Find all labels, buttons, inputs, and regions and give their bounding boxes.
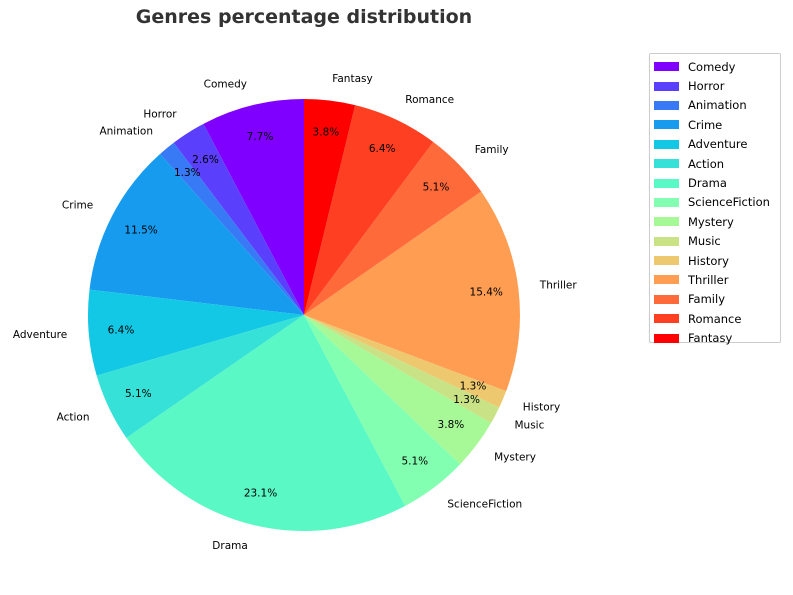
pct-label-romance: 6.4%: [369, 143, 396, 155]
legend-item-history: History: [654, 251, 780, 270]
pie-slice-thriller: [304, 191, 521, 392]
legend-label: Crime: [688, 117, 723, 132]
legend-label: History: [688, 253, 729, 268]
category-label-adventure: Adventure: [13, 329, 67, 341]
legend-swatch: [654, 81, 679, 91]
legend-item-crime: Crime: [654, 115, 780, 134]
category-label-crime: Crime: [62, 199, 93, 211]
pct-label-animation: 1.3%: [174, 167, 201, 179]
pie-slice-horror: [173, 123, 304, 315]
chart-title: Genres percentage distribution: [135, 6, 473, 28]
category-label-thriller: Thriller: [539, 280, 578, 292]
category-label-drama: Drama: [212, 540, 248, 552]
pie-category-labels: Comedy Horror Animation Crime Adventure Actio…: [13, 73, 578, 552]
legend-swatch: [654, 333, 679, 343]
pct-label-drama: 23.1%: [244, 487, 277, 499]
pct-label-sciencefiction: 5.1%: [401, 455, 428, 467]
legend-item-sciencefiction: ScienceFiction: [654, 193, 780, 212]
pie-slice-sciencefiction: [304, 315, 461, 506]
legend-swatch: [654, 120, 679, 130]
legend-label: Mystery: [688, 214, 734, 229]
pie-slice-action: [96, 315, 304, 438]
legend-item-animation: Animation: [654, 96, 780, 115]
pie-slice-history: [304, 315, 507, 408]
legend-swatch: [654, 100, 679, 110]
pct-label-crime: 11.5%: [124, 224, 157, 236]
legend-label: Romance: [688, 311, 742, 326]
legend-label: Thriller: [688, 272, 729, 287]
category-label-history: History: [523, 402, 560, 414]
legend-swatch: [654, 62, 679, 72]
pie-slice-music: [304, 315, 500, 423]
legend-label: Comedy: [688, 59, 736, 74]
pct-label-fantasy: 3.8%: [313, 127, 340, 139]
category-label-mystery: Mystery: [494, 452, 536, 464]
pct-label-music: 1.3%: [453, 394, 480, 406]
legend-label: Drama: [688, 176, 727, 191]
legend-label: ScienceFiction: [688, 195, 770, 210]
pie-slice-mystery: [304, 315, 492, 465]
category-label-family: Family: [475, 144, 509, 156]
legend-item-drama: Drama: [654, 173, 780, 192]
pct-label-adventure: 6.4%: [108, 324, 135, 336]
legend-item-fantasy: Fantasy: [654, 328, 780, 347]
legend-item-comedy: Comedy: [654, 57, 780, 76]
legend-swatch: [654, 178, 679, 188]
legend-item-thriller: Thriller: [654, 270, 780, 289]
pct-label-thriller: 15.4%: [470, 286, 503, 298]
legend-label: Horror: [688, 79, 725, 94]
pct-label-horror: 2.6%: [192, 154, 219, 166]
legend-item-action: Action: [654, 154, 780, 173]
pie-slice-drama: [126, 315, 406, 532]
pie-chart: 7.7%2.6%1.3%11.5%6.4%5.1%23.1%5.1%3.8%1.…: [13, 73, 578, 552]
legend: Comedy Horror Animation Crime Adventure Actio…: [649, 53, 781, 345]
legend-item-romance: Romance: [654, 309, 780, 328]
legend-swatch: [654, 236, 679, 246]
pct-label-mystery: 3.8%: [438, 419, 465, 431]
legend-swatch: [654, 256, 679, 266]
legend-swatch: [654, 294, 679, 304]
pct-label-family: 5.1%: [423, 181, 450, 193]
pie-slice-crime: [89, 153, 304, 315]
pie-slice-comedy: [203, 99, 304, 315]
category-label-fantasy: Fantasy: [332, 73, 372, 85]
category-label-animation: Animation: [99, 126, 153, 138]
pct-label-comedy: 7.7%: [247, 131, 274, 143]
legend-swatch: [654, 275, 679, 285]
legend-item-mystery: Mystery: [654, 212, 780, 231]
legend-label: Action: [688, 156, 725, 171]
legend-swatch: [654, 217, 679, 227]
category-label-sciencefiction: ScienceFiction: [447, 499, 522, 511]
legend-swatch: [654, 139, 679, 149]
category-label-action: Action: [57, 411, 90, 423]
legend-label: Adventure: [688, 137, 748, 152]
legend-label: Family: [688, 292, 726, 307]
legend-item-adventure: Adventure: [654, 135, 780, 154]
legend-label: Animation: [688, 98, 747, 113]
category-label-comedy: Comedy: [204, 78, 247, 90]
pie-slice-fantasy: [304, 99, 356, 315]
legend-item-horror: Horror: [654, 76, 780, 95]
category-label-horror: Horror: [143, 109, 177, 121]
pie-slice-romance: [304, 105, 434, 315]
legend-label: Music: [688, 234, 721, 249]
pie-slice-adventure: [88, 289, 304, 376]
pie-slice-animation: [160, 142, 304, 315]
category-label-romance: Romance: [405, 94, 454, 106]
pie-slice-family: [304, 141, 482, 315]
pct-label-history: 1.3%: [460, 381, 487, 393]
pie-percent-labels: 7.7%2.6%1.3%11.5%6.4%5.1%23.1%5.1%3.8%1.…: [108, 127, 503, 500]
category-label-music: Music: [515, 419, 545, 431]
legend-swatch: [654, 159, 679, 169]
legend-label: Fantasy: [688, 331, 733, 346]
legend-item-music: Music: [654, 232, 780, 251]
legend-swatch: [654, 197, 679, 207]
pie-slices: [88, 99, 521, 532]
legend-swatch: [654, 314, 679, 324]
legend-item-family: Family: [654, 290, 780, 309]
pct-label-action: 5.1%: [125, 388, 152, 400]
